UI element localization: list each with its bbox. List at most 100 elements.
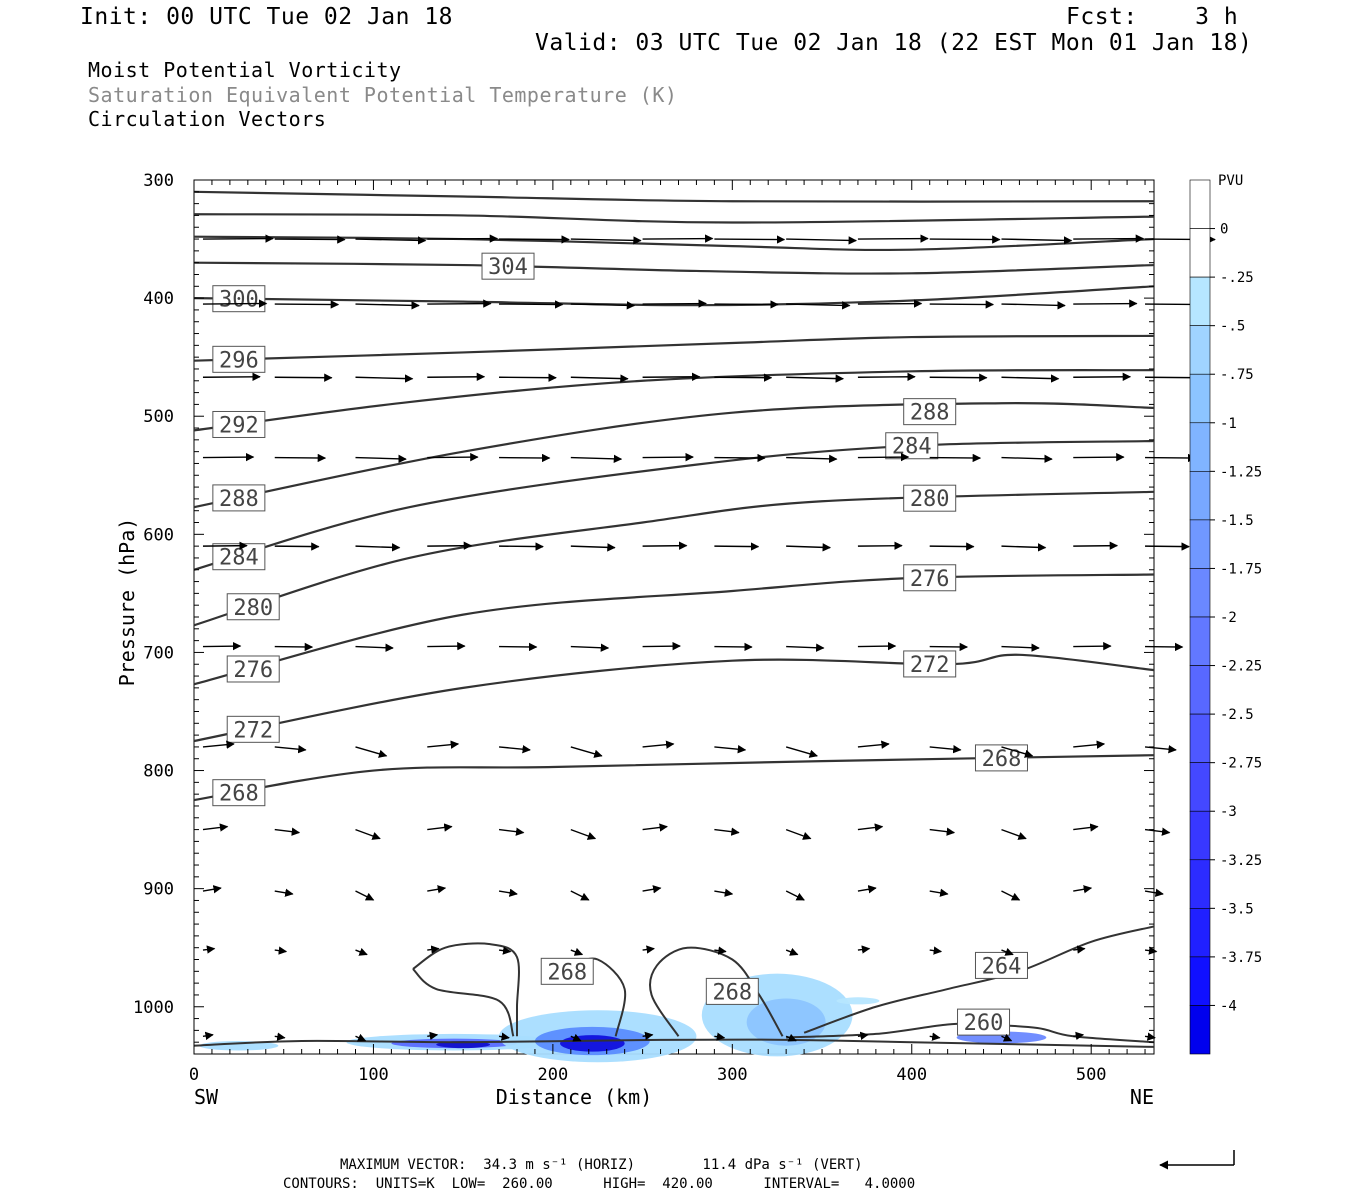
circulation-vector: [202, 740, 235, 749]
circulation-vector: [427, 299, 492, 308]
circulation-vector: [202, 452, 255, 462]
circulation-vector: [929, 542, 975, 551]
valid-time: Valid: 03 UTC Tue 02 Jan 18 (22 EST Mon …: [535, 30, 1253, 56]
contour-label-292-box: [212, 410, 266, 438]
circulation-vector: [427, 452, 479, 462]
contour-label-284-box: [212, 543, 266, 571]
y-tick-label-700: 700: [143, 643, 174, 663]
contour-label-276-box: [226, 655, 280, 683]
circulation-vector: [1073, 885, 1093, 894]
circulation-vector: [785, 947, 799, 956]
circulation-vector: [499, 235, 570, 244]
colorbar-swatch-3: [1189, 325, 1211, 375]
contour-label-284: 284: [219, 546, 259, 571]
y-tick-label-400: 400: [143, 289, 174, 309]
circulation-vector: [498, 745, 531, 754]
contour-label-272-box: [226, 715, 280, 743]
x-tick-label-200: 200: [538, 1065, 569, 1085]
circulation-vector: [499, 453, 551, 463]
colorbar-swatch-12: [1189, 762, 1211, 812]
circulation-vector: [1001, 454, 1053, 464]
contour-label-300: 300: [219, 288, 259, 313]
circulation-vector: [857, 452, 910, 462]
max-vector-note: MAXIMUM VECTOR: 34.3 m s⁻¹ (HORIZ) 11.4 …: [340, 1157, 863, 1173]
thetaes-contour-316: [193, 190, 1155, 203]
circulation-vector: [642, 372, 701, 382]
circulation-vector: [786, 543, 831, 552]
circulation-vector: [714, 373, 773, 382]
circulation-vector: [274, 453, 327, 463]
thetaes-contour-312: [193, 213, 1155, 224]
circulation-vector: [499, 642, 538, 652]
circulation-vector: [714, 745, 747, 754]
forecast-hour: Fcst: 3 h: [1066, 4, 1239, 30]
circulation-vector: [714, 235, 786, 244]
circulation-vector: [929, 300, 995, 309]
circulation-vector: [427, 234, 499, 243]
circulation-vector: [274, 373, 333, 382]
circulation-vector: [427, 823, 453, 832]
surface-boundary: [193, 1038, 1155, 1048]
circulation-vector: [642, 945, 655, 954]
circulation-vector: [1144, 1032, 1156, 1041]
circulation-vector: [714, 642, 753, 652]
circulation-vector: [786, 454, 838, 464]
circulation-vector: [1073, 740, 1106, 749]
colorbar-label-5: -1.25: [1220, 464, 1262, 480]
y-tick-label-1000: 1000: [133, 998, 174, 1018]
circulation-vector: [202, 234, 274, 243]
contour-label-264: 264: [982, 954, 1022, 979]
circulation-vector: [1073, 299, 1138, 308]
thetaes-contour-308: [193, 235, 1155, 252]
circulation-vector: [202, 885, 222, 894]
contour-label-276-b-box: [903, 564, 957, 592]
colorbar-label-11: -2.75: [1220, 756, 1262, 772]
contour-label-300-box: [212, 285, 266, 313]
colorbar-swatch-13: [1189, 810, 1211, 861]
thetaes-contour-296: [193, 334, 1155, 362]
circulation-vector: [1073, 541, 1119, 550]
contour-label-296-box: [212, 345, 266, 373]
x-end-label-ne: NE: [1130, 1085, 1154, 1109]
circulation-vector: [202, 1031, 214, 1041]
x-axis-label: Distance (km): [496, 1085, 653, 1109]
colorbar-swatch-6: [1189, 471, 1211, 521]
colorbar-label-16: -4: [1220, 998, 1237, 1014]
circulation-vector: [274, 642, 314, 652]
contour-label-272-b-box: [903, 650, 957, 678]
circulation-vector: [570, 746, 603, 758]
colorbar-label-9: -2.25: [1220, 659, 1262, 675]
circulation-vector: [714, 1032, 726, 1041]
colorbar-swatch-11: [1189, 713, 1211, 763]
circulation-vector: [929, 373, 988, 382]
x-tick-label-100: 100: [358, 1065, 389, 1085]
circulation-vector: [785, 828, 812, 840]
circulation-vector: [274, 542, 320, 551]
colorbar-swatch-7: [1189, 519, 1211, 569]
contour-label-268-b-box: [974, 744, 1028, 772]
circulation-vector: [427, 641, 466, 651]
circulation-vector: [570, 890, 590, 901]
contour-label-268-low-1-box: [540, 957, 594, 985]
circulation-vector: [427, 945, 440, 954]
thetaes-contour-268-low-b: [412, 968, 515, 1037]
circulation-vector: [355, 374, 414, 383]
circulation-vector: [1001, 543, 1047, 552]
circulation-vector: [355, 890, 375, 901]
thetaes-contour-268: [193, 754, 1155, 802]
colorbar-swatch-5: [1189, 422, 1211, 472]
contour-label-280: 280: [233, 596, 273, 621]
circulation-vector: [1073, 823, 1099, 832]
thetaes-contour-268-low-d: [649, 946, 784, 1037]
circulation-vector: [929, 827, 956, 836]
contour-label-268-low-2: 268: [712, 980, 752, 1005]
contour-label-296: 296: [219, 348, 259, 373]
colorbar-swatch-8: [1189, 568, 1211, 618]
circulation-vector: [427, 885, 447, 894]
circulation-vector: [642, 641, 681, 651]
contour-label-292: 292: [219, 413, 259, 438]
colorbar-swatch-4: [1189, 373, 1211, 424]
colorbar-swatch-15: [1189, 908, 1211, 958]
circulation-vector: [355, 1033, 367, 1042]
contour-label-268: 268: [219, 782, 259, 807]
